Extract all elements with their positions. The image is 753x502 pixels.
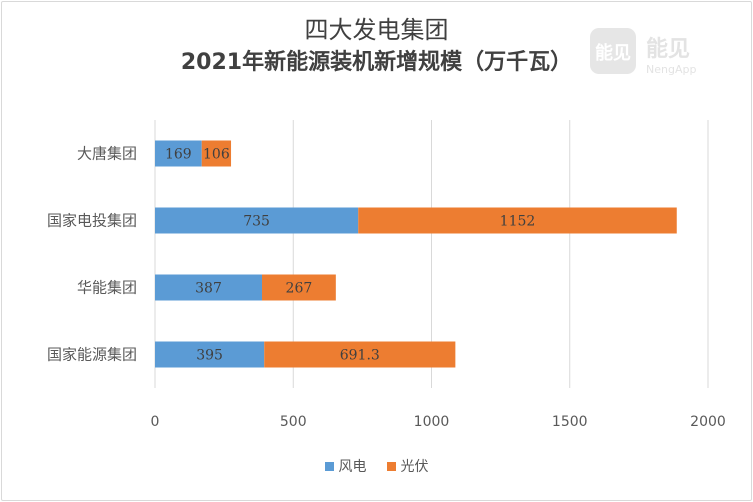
watermark-brand: 能见 xyxy=(646,36,690,62)
bar-1-0 xyxy=(201,140,232,167)
data-label-0-3: 395 xyxy=(196,348,223,364)
bar-1-3 xyxy=(264,341,456,368)
chart-subtitle: 2021年新能源装机新增规模（万千瓦） xyxy=(180,50,573,75)
legend-item-1: 光伏 xyxy=(386,456,429,476)
legend-item-0: 风电 xyxy=(324,456,367,476)
x-tick-label-0: 0 xyxy=(151,414,160,430)
bar-1-1 xyxy=(358,207,677,234)
category-label-0: 大唐集团 xyxy=(77,145,137,163)
bar-0-3 xyxy=(155,341,265,368)
category-label-1: 国家电投集团 xyxy=(47,212,137,230)
bar-0-1 xyxy=(155,207,359,234)
bar-0-0 xyxy=(155,140,202,167)
x-tick-label-4: 2000 xyxy=(690,414,726,430)
legend-label-0: 风电 xyxy=(338,459,367,475)
data-label-0-0: 169 xyxy=(165,147,192,163)
data-label-0-2: 387 xyxy=(195,281,222,297)
data-label-0-1: 735 xyxy=(243,214,270,230)
chart-title-block: 四大发电集团 2021年新能源装机新增规模（万千瓦） xyxy=(0,14,753,80)
data-label-1-3: 691.3 xyxy=(340,348,380,364)
bar-0-2 xyxy=(155,274,263,301)
category-label-2: 华能集团 xyxy=(77,279,137,297)
nengapp-watermark-logo: 能见 能见 NengApp xyxy=(590,28,696,76)
data-label-1-0: 106 xyxy=(203,147,230,163)
x-tick-label-3: 1500 xyxy=(552,414,588,430)
chart-title: 四大发电集团 xyxy=(304,16,449,44)
x-tick-label-2: 1000 xyxy=(414,414,450,430)
legend-swatch-1 xyxy=(386,461,396,471)
legend-label-1: 光伏 xyxy=(400,459,429,475)
legend: 风电 光伏 xyxy=(0,456,753,476)
watermark-sub: NengApp xyxy=(646,63,696,76)
bar-1-2 xyxy=(262,274,336,301)
data-label-1-1: 1152 xyxy=(500,214,536,230)
watermark-logo-icon xyxy=(590,28,636,74)
watermark-logo-icon-text: 能见 xyxy=(595,42,631,64)
legend-swatch-0 xyxy=(324,461,334,471)
data-label-1-2: 267 xyxy=(286,281,313,297)
x-tick-label-1: 500 xyxy=(280,414,307,430)
category-label-3: 国家能源集团 xyxy=(47,346,137,364)
